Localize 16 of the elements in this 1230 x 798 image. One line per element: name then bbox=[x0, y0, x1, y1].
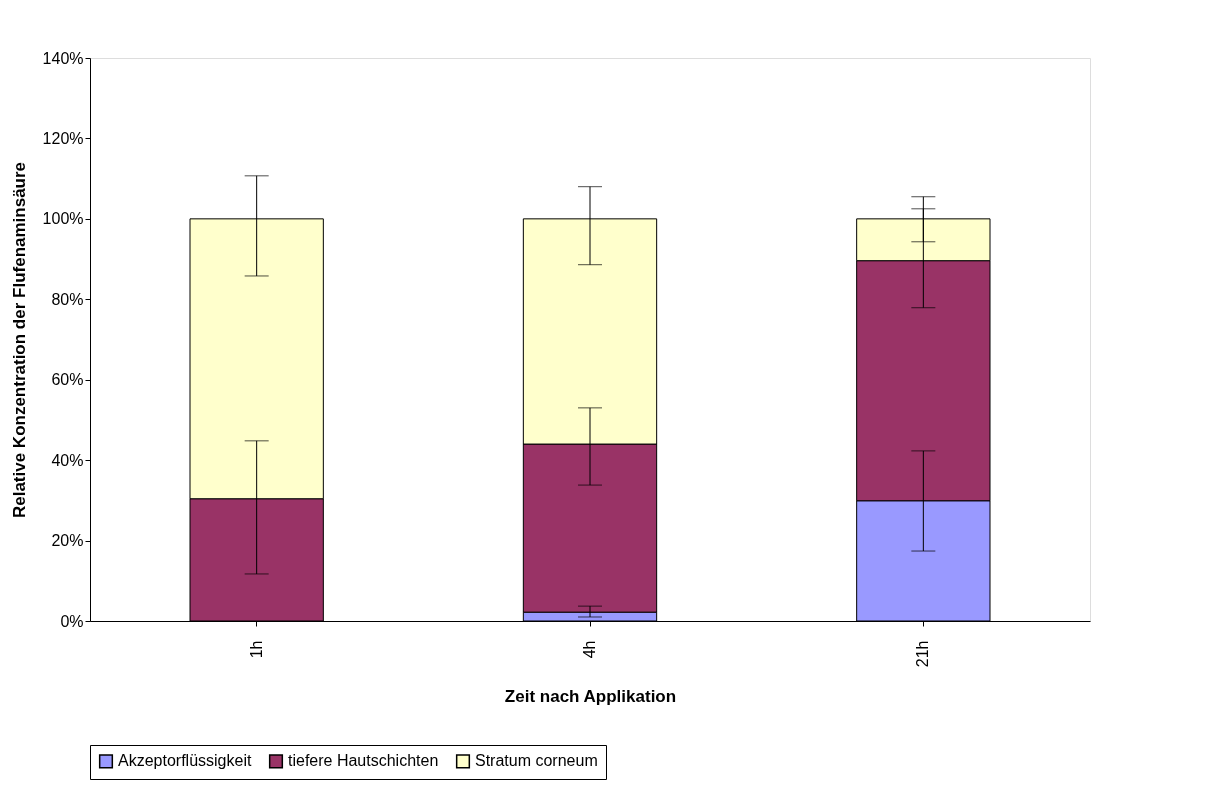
y-tick-label: 40% bbox=[51, 451, 84, 469]
y-tick-label: 60% bbox=[51, 371, 84, 389]
y-tick-label: 120% bbox=[42, 129, 84, 147]
y-tick-label: 80% bbox=[51, 290, 84, 308]
x-tick-label: 1h bbox=[247, 640, 265, 659]
y-tick-label: 140% bbox=[42, 49, 84, 67]
y-tick-label: 100% bbox=[42, 210, 84, 228]
y-tick-label: 0% bbox=[60, 612, 84, 630]
legend-label: Akzeptorflüssigkeit bbox=[118, 752, 252, 770]
x-tick-label: 4h bbox=[581, 640, 598, 659]
legend-label: Stratum corneum bbox=[475, 752, 598, 770]
legend-label: tiefere Hautschichten bbox=[288, 752, 439, 770]
x-axis-title: Zeit nach Applikation bbox=[504, 687, 677, 707]
x-tick-label: 21h bbox=[914, 640, 932, 668]
y-axis-title: Relative Konzentration der Flufenaminsäure bbox=[9, 161, 29, 519]
y-tick-label: 20% bbox=[51, 532, 84, 550]
